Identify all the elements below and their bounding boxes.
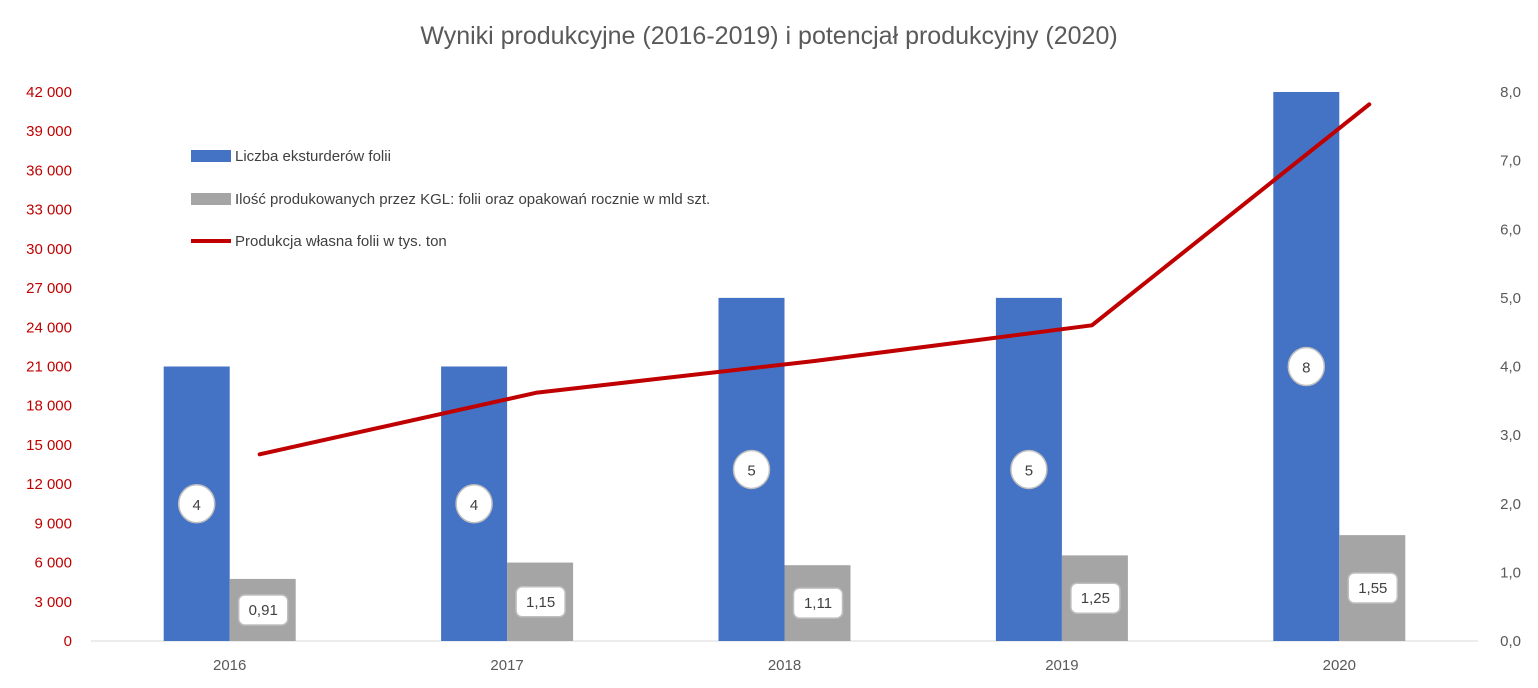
legend-swatch (191, 193, 231, 205)
right-axis: 0,0 1,0 2,0 3,0 4,0 5,0 6,0 7,0 8,0 (1500, 84, 1521, 650)
data-label: 1,15 (526, 594, 555, 611)
left-axis: 0 3 000 6 000 9 000 12 000 15 000 18 000 21 000… (26, 84, 72, 650)
data-label: 4 (193, 497, 201, 514)
data-label-badge (1010, 449, 1048, 490)
data-label-badge (1287, 346, 1326, 387)
line-series (257, 102, 1372, 457)
data-label: 0,91 (249, 602, 278, 619)
left-axis-tick-label: 9 000 (34, 515, 72, 532)
data-label: 8 (1302, 360, 1310, 377)
left-axis-tick-label: 0 (64, 633, 72, 650)
right-axis-tick-label: 2,0 (1500, 496, 1521, 513)
right-axis-tick-label: 3,0 (1500, 427, 1521, 444)
bars (163, 92, 1406, 641)
right-axis-tick-label: 5,0 (1500, 290, 1521, 307)
x-axis-tick-label: 2016 (213, 657, 246, 674)
x-axis-tick-label: 2019 (1045, 657, 1078, 674)
right-axis-tick-label: 8,0 (1500, 84, 1521, 101)
legend-label: Ilość produkowanych przez KGL: folii ora… (235, 191, 710, 208)
data-label: 1,25 (1081, 590, 1110, 607)
data-label: 1,55 (1358, 580, 1387, 597)
left-axis-tick-label: 36 000 (26, 162, 72, 179)
right-axis-tick-label: 1,0 (1500, 564, 1521, 581)
legend-swatch (191, 150, 231, 162)
left-axis-tick-label: 33 000 (26, 202, 72, 219)
data-label-badge (792, 587, 844, 619)
left-axis-tick-label: 24 000 (26, 319, 72, 336)
legend-label: Liczba eksturderów folii (235, 148, 391, 165)
data-label-badge (732, 449, 771, 490)
right-axis-tick-label: 6,0 (1500, 221, 1521, 238)
left-axis-tick-label: 39 000 (26, 123, 72, 140)
right-axis-tick-label: 0,0 (1500, 633, 1521, 650)
data-label: 5 (747, 462, 755, 479)
data-label-badge (237, 594, 289, 626)
right-axis-tick-label: 7,0 (1500, 153, 1521, 170)
x-axis: 2016 2017 2018 2019 2020 (213, 657, 1356, 674)
x-axis-tick-label: 2018 (768, 657, 801, 674)
data-label: 5 (1025, 462, 1033, 479)
left-axis-tick-label: 6 000 (34, 555, 72, 572)
bar-labels: 4 4 5 5 8 0,91 1,15 1,11 1,25 1,55 (177, 346, 1399, 626)
data-label: 1,11 (804, 595, 832, 612)
line-production-own (257, 102, 1372, 457)
left-axis-tick-label: 3 000 (34, 594, 72, 611)
data-label-badge (1347, 572, 1399, 604)
data-label-badge (1070, 582, 1121, 614)
data-label-badge (177, 484, 216, 524)
left-axis-tick-label: 12 000 (26, 476, 72, 493)
x-axis-tick-label: 2020 (1323, 657, 1356, 674)
chart-title: Wyniki produkcyjne (2016-2019) i potencj… (420, 22, 1117, 50)
right-axis-tick-label: 4,0 (1500, 359, 1521, 376)
left-axis-tick-label: 15 000 (26, 437, 72, 454)
data-label-badge (515, 586, 566, 618)
data-label-badge (455, 484, 493, 524)
left-axis-tick-label: 21 000 (26, 359, 72, 376)
legend: Liczba eksturderów folii Ilość produkowan… (191, 148, 710, 250)
left-axis-tick-label: 30 000 (26, 241, 72, 258)
left-axis-tick-label: 27 000 (26, 280, 72, 297)
left-axis-tick-label: 18 000 (26, 398, 72, 415)
x-axis-tick-label: 2017 (490, 657, 523, 674)
legend-label: Produkcja własna folii w tys. ton (235, 233, 447, 250)
data-label: 4 (470, 497, 478, 514)
left-axis-tick-label: 42 000 (26, 84, 72, 101)
